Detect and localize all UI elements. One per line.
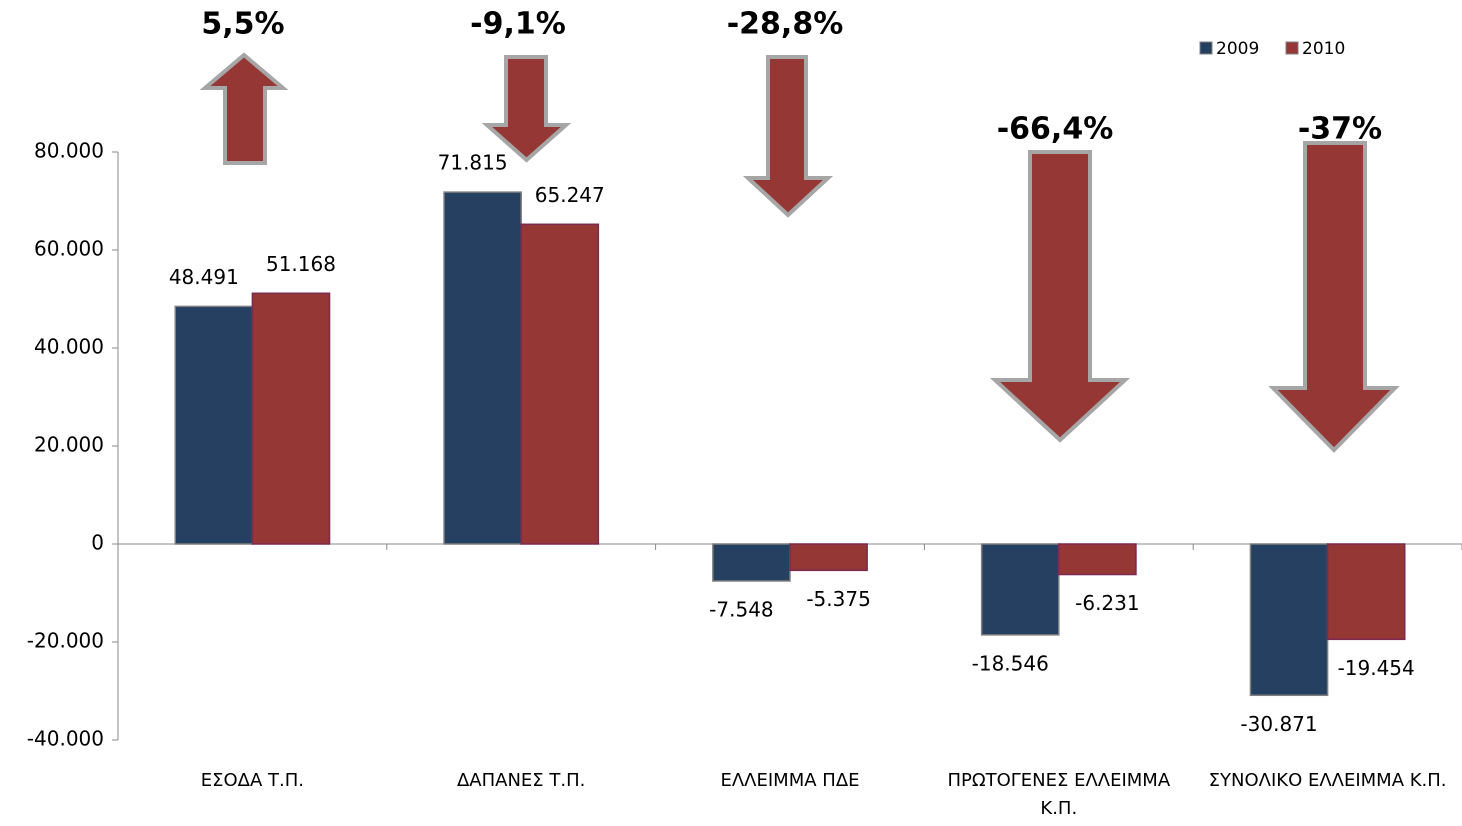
arrow-up xyxy=(199,52,289,165)
value-label: 48.491 xyxy=(169,265,239,289)
value-label: -30.871 xyxy=(1240,712,1317,736)
annotation: 5,5% xyxy=(201,7,284,42)
bar xyxy=(1249,543,1329,697)
legend-label: 2009 xyxy=(1216,39,1259,59)
annotation: -28,8% xyxy=(727,7,844,42)
legend-swatch xyxy=(1199,41,1213,55)
bar xyxy=(1058,543,1137,576)
legend-swatch xyxy=(1285,41,1299,55)
x-tick-label: ΔΑΠΑΝΕΣ Τ.Π. xyxy=(456,770,586,791)
annotation: -37% xyxy=(1298,112,1382,147)
arrow-down xyxy=(989,150,1131,443)
y-tick-label: 20.000 xyxy=(34,433,104,457)
value-label: -19.454 xyxy=(1338,656,1415,680)
value-label: -18.546 xyxy=(972,651,1049,675)
y-tick-label: 40.000 xyxy=(34,335,104,359)
x-tick-label: ΣΥΝΟΛΙΚΟ ΕΛΛΕΙΜΜΑ Κ.Π. xyxy=(1208,770,1447,791)
bar xyxy=(980,543,1060,636)
x-tick-label: ΕΛΛΕΙΜΜΑ ΠΔΕ xyxy=(720,770,860,791)
y-tick-label: -20.000 xyxy=(27,629,104,653)
bar xyxy=(251,292,331,545)
legend-label: 2010 xyxy=(1302,39,1345,59)
y-tick-label: 80.000 xyxy=(34,139,104,163)
arrow-down xyxy=(481,55,572,163)
bar xyxy=(520,223,600,545)
x-tick-label: ΕΣΟΔΑ Τ.Π. xyxy=(200,770,305,791)
arrow-down xyxy=(742,55,834,218)
value-label: -7.548 xyxy=(709,597,773,621)
bar xyxy=(789,543,868,572)
bar xyxy=(174,305,254,545)
value-label: -5.375 xyxy=(806,587,870,611)
y-tick-label: 60.000 xyxy=(34,237,104,261)
x-tick-label: ΠΡΩΤΟΓΕΝΕΣ ΕΛΛΕΙΜΜΑ Κ.Π. xyxy=(947,770,1171,819)
value-label: 71.815 xyxy=(438,151,508,175)
y-tick-label: -40.000 xyxy=(27,727,104,751)
value-label: 65.247 xyxy=(535,183,605,207)
arrow-down xyxy=(1268,141,1400,453)
y-tick-label: 0 xyxy=(91,531,104,555)
annotation: -9,1% xyxy=(470,7,566,42)
bar xyxy=(712,543,791,582)
value-label: -6.231 xyxy=(1075,591,1139,615)
bar xyxy=(1326,543,1406,641)
annotation: -66,4% xyxy=(997,112,1114,147)
bar xyxy=(443,191,522,545)
value-label: 51.168 xyxy=(266,252,336,276)
